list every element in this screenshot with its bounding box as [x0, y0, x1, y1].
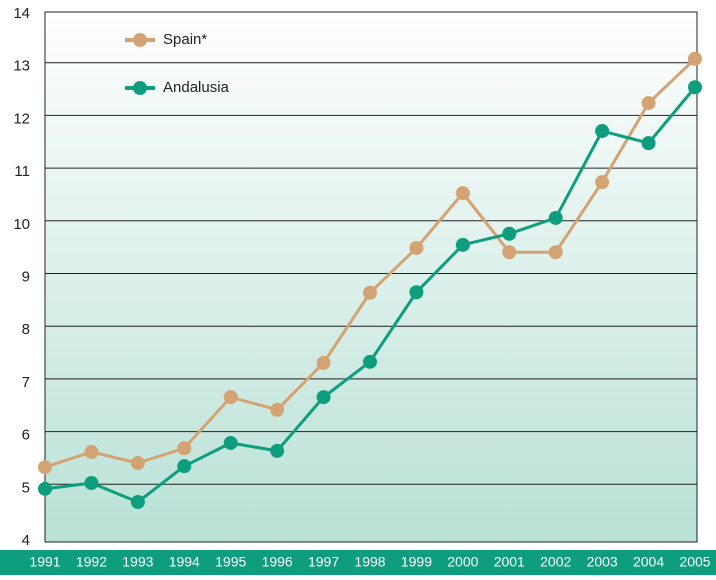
x-tick-label: 1992	[76, 554, 107, 570]
data-point	[688, 51, 702, 66]
plot-area	[44, 11, 698, 543]
x-tick-label: 1994	[169, 554, 200, 570]
data-point	[502, 226, 517, 241]
data-point	[84, 476, 99, 491]
x-tick-label: 1998	[354, 554, 385, 570]
data-point	[316, 390, 331, 405]
data-point	[688, 80, 702, 95]
data-point	[548, 210, 563, 225]
data-point	[641, 136, 656, 151]
data-point	[84, 444, 99, 459]
y-tick-label: 9	[22, 268, 30, 285]
data-point	[38, 481, 52, 496]
legend-marker	[133, 33, 147, 47]
y-tick-label: 14	[13, 5, 30, 22]
x-tick-label: 1995	[215, 554, 246, 570]
y-tick-label: 13	[13, 58, 30, 75]
x-tick-label: 2005	[679, 554, 710, 570]
data-point	[363, 285, 377, 300]
legend-marker	[133, 81, 147, 95]
y-tick-label: 12	[13, 110, 30, 127]
x-tick-label: 2003	[587, 554, 618, 570]
y-tick-label: 6	[22, 427, 30, 444]
x-tick-label: 1999	[401, 554, 432, 570]
data-point	[130, 495, 145, 510]
data-point	[595, 175, 610, 190]
x-tick-label: 2000	[447, 554, 478, 570]
data-point	[595, 123, 610, 138]
data-point	[455, 237, 470, 252]
x-axis-band	[0, 550, 716, 575]
legend-label: Andalusia	[163, 79, 230, 96]
data-point	[177, 441, 192, 456]
data-point	[409, 285, 424, 300]
legend-label: Spain*	[163, 31, 207, 48]
data-point	[223, 390, 238, 405]
data-point	[130, 456, 145, 471]
y-tick-label: 7	[22, 374, 30, 391]
x-tick-label: 2004	[633, 554, 664, 570]
data-point	[502, 245, 517, 260]
y-tick-label: 4	[22, 532, 30, 549]
x-tick-label: 1991	[29, 554, 60, 570]
data-point	[38, 460, 52, 475]
x-tick-label: 1996	[262, 554, 293, 570]
data-point	[177, 459, 192, 474]
x-tick-label: 1993	[122, 554, 153, 570]
y-tick-label: 5	[22, 479, 30, 496]
x-tick-label: 2002	[540, 554, 571, 570]
data-point	[641, 96, 656, 111]
y-tick-label: 10	[13, 216, 30, 233]
y-tick-label: 11	[14, 163, 30, 180]
y-tick-label: 8	[22, 321, 30, 338]
data-point	[409, 240, 424, 255]
x-tick-label: 1997	[308, 554, 339, 570]
data-point	[363, 354, 377, 369]
data-point	[548, 245, 563, 260]
data-point	[316, 355, 331, 370]
data-point	[455, 186, 470, 201]
data-point	[223, 435, 238, 450]
data-point	[270, 443, 285, 458]
data-point	[270, 402, 285, 417]
x-tick-label: 2001	[494, 554, 525, 570]
